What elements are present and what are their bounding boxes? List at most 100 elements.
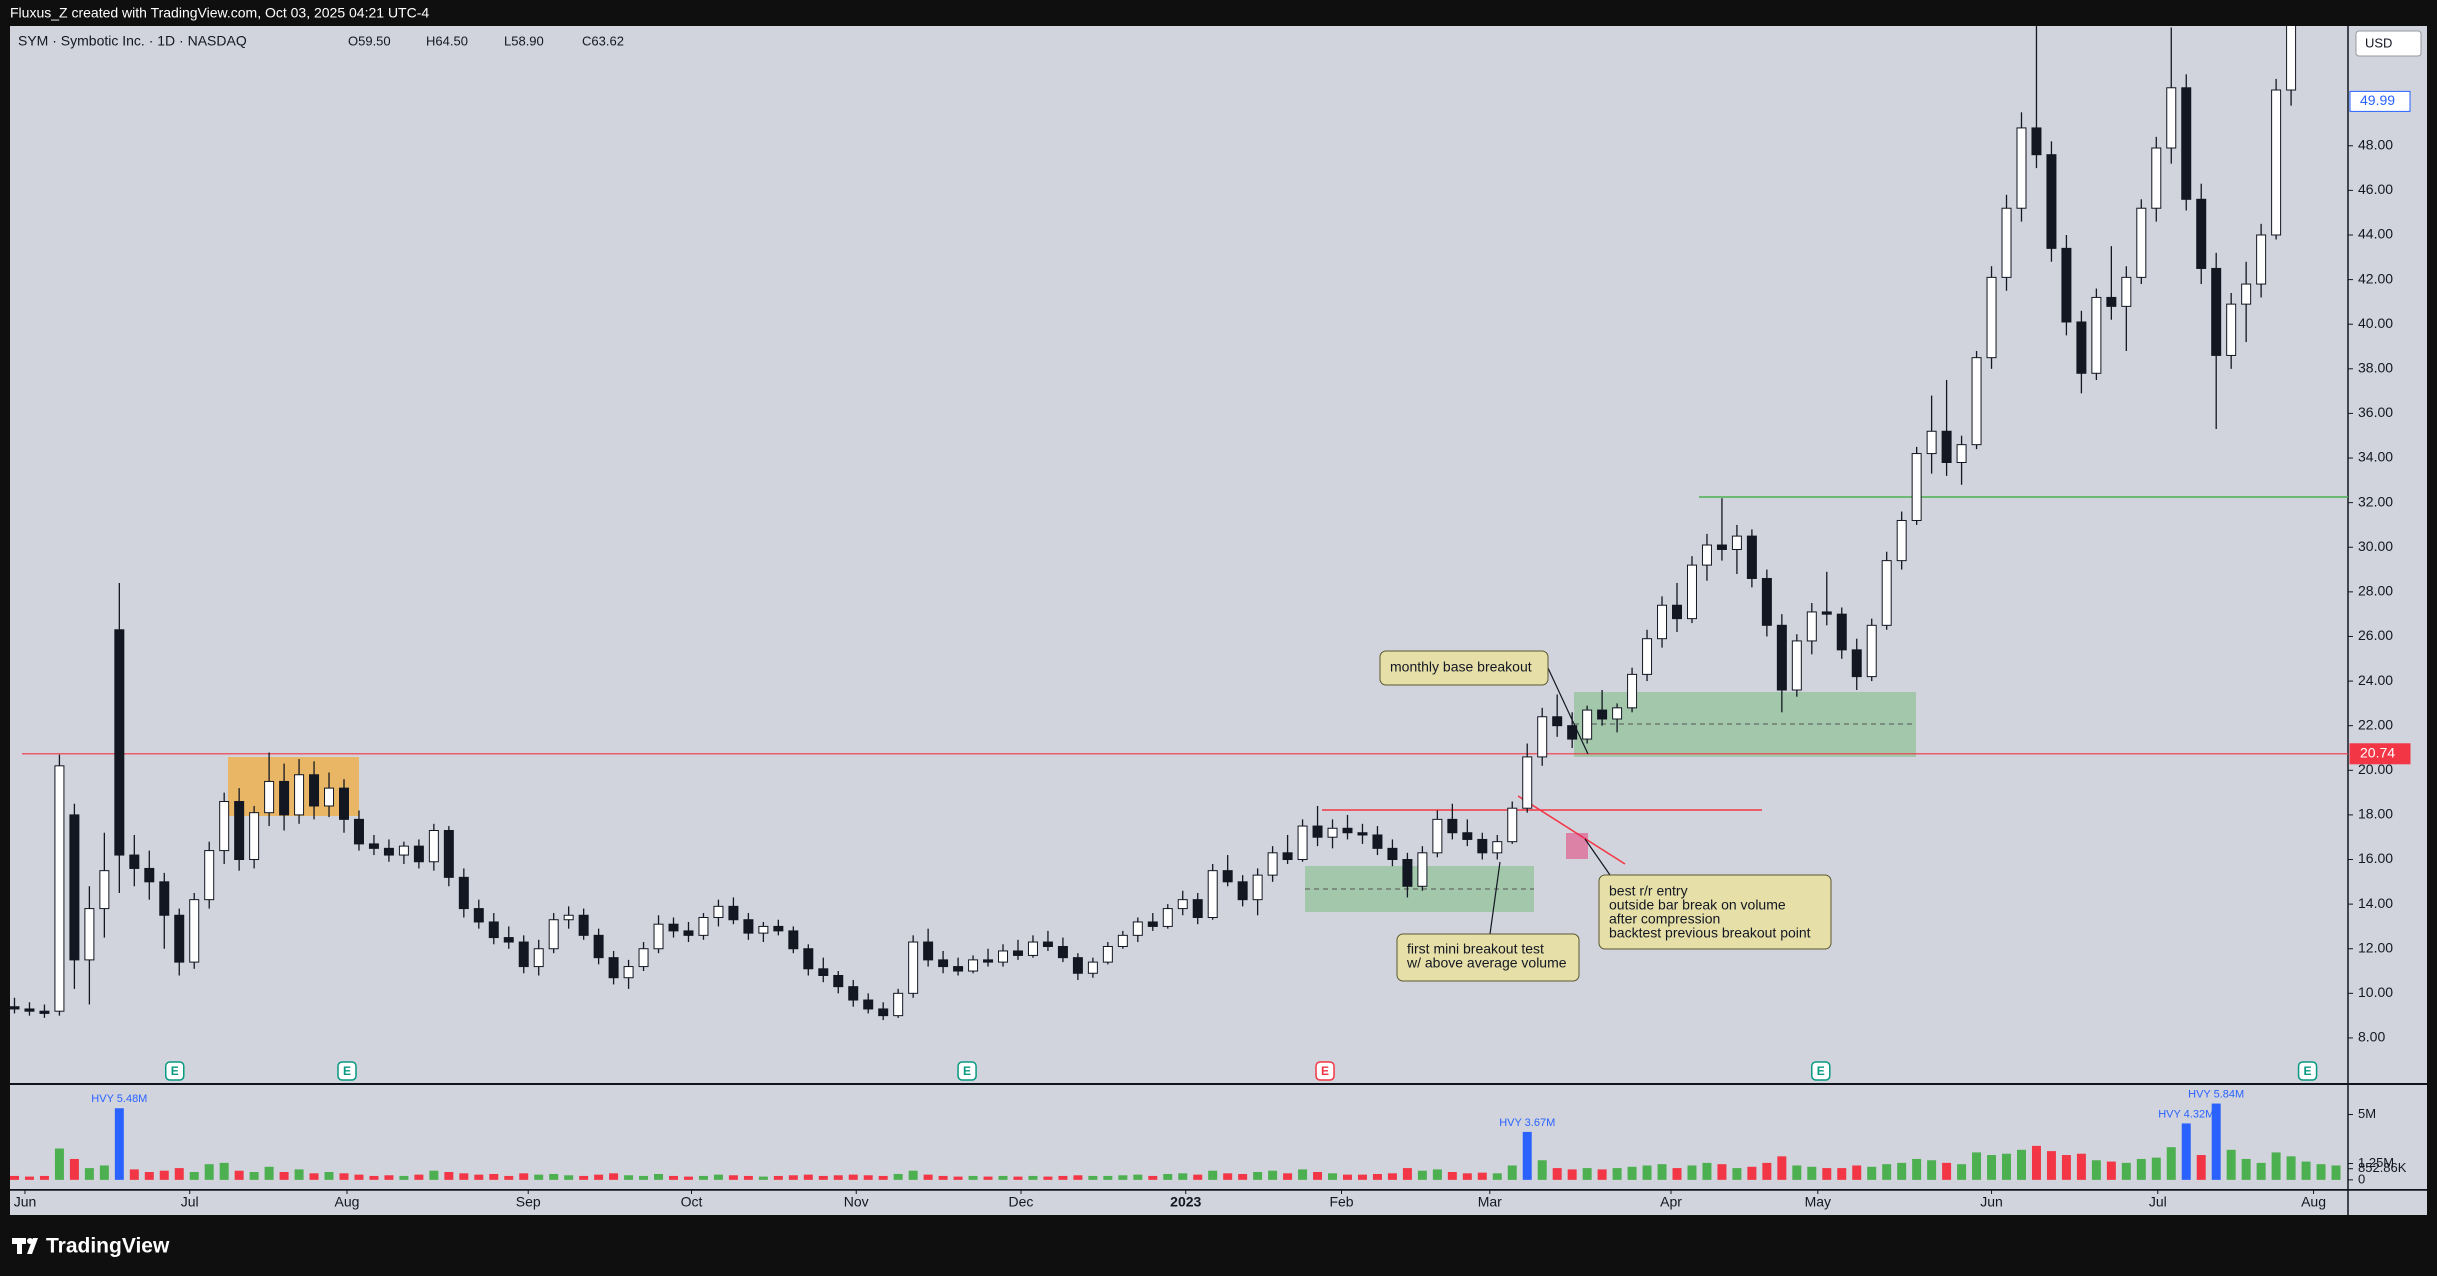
candle-body <box>2076 321 2087 374</box>
volume-bar <box>1687 1165 1697 1180</box>
y-tick-label: 32.00 <box>2358 493 2393 509</box>
candle-body <box>144 867 155 883</box>
candle-body <box>1417 852 1428 887</box>
volume-bar <box>2226 1149 2236 1180</box>
volume-bar <box>2091 1160 2101 1180</box>
annotation: w/ above average volume <box>1406 955 1567 971</box>
volume-bar <box>129 1169 139 1180</box>
candle-body <box>69 814 80 961</box>
y-tick-label: 12.00 <box>2358 939 2393 955</box>
candle-body <box>1387 847 1398 861</box>
candle-body <box>1582 709 1593 740</box>
volume-bar <box>1193 1174 1203 1180</box>
candle-body <box>1372 834 1383 849</box>
x-tick-label: Aug <box>335 1194 360 1210</box>
y-tick-label: 38.00 <box>2358 360 2393 376</box>
candle-body <box>1881 560 1892 626</box>
candle-body <box>2166 87 2177 149</box>
caption: Fluxus_Z created with TradingView.com, O… <box>10 5 429 21</box>
x-tick-label: Oct <box>681 1194 703 1210</box>
volume-bar <box>264 1166 274 1180</box>
callout <box>1396 933 1580 982</box>
candle-body <box>1791 640 1802 691</box>
candle-body <box>413 845 424 863</box>
candle-body <box>2286 26 2297 91</box>
y-tick-label: 20.00 <box>2358 761 2393 777</box>
candle-body <box>309 774 320 807</box>
candle-body <box>1327 827 1338 838</box>
candle-body <box>953 966 964 972</box>
volume-bar <box>399 1175 409 1180</box>
x-tick-label: Mar <box>1478 1194 1502 1210</box>
candle-body <box>2196 198 2207 269</box>
volume-bar <box>294 1169 304 1180</box>
candle-body <box>84 908 95 961</box>
volume-bar <box>2031 1145 2041 1180</box>
volume-bar <box>2016 1149 2026 1180</box>
candle-body <box>533 948 544 968</box>
volume-plot <box>10 1103 2341 1180</box>
candle-body <box>818 968 829 976</box>
candle-body <box>1731 535 1742 550</box>
volume-tick-label: 5M <box>2358 1106 2376 1121</box>
volume-bar <box>1477 1172 1487 1180</box>
x-tick-label: Jul <box>2149 1194 2167 1210</box>
volume-bar <box>249 1172 259 1180</box>
volume-bar <box>1328 1173 1338 1180</box>
volume-bar <box>144 1172 154 1180</box>
volume-bar <box>1238 1173 1248 1180</box>
volume-bar <box>2076 1153 2086 1180</box>
volume-bar <box>1717 1164 1727 1180</box>
candle-body <box>2241 283 2252 305</box>
candle-body <box>1207 870 1218 919</box>
annotation: monthly base breakout <box>1390 659 1532 675</box>
candle-body <box>743 919 754 934</box>
candle-body <box>2001 207 2012 278</box>
earnings-label: E <box>1817 1064 1825 1078</box>
candle-body <box>1657 604 1668 640</box>
candle-body <box>938 959 949 968</box>
volume-bar <box>1343 1174 1352 1180</box>
volume-bar <box>938 1175 948 1180</box>
volume-bar <box>594 1174 604 1180</box>
candle-body <box>1941 430 1952 463</box>
volume-bar <box>1702 1162 1712 1180</box>
volume-bar <box>1732 1168 1742 1180</box>
plot <box>10 26 2348 1021</box>
earnings-marker <box>2297 1061 2318 1081</box>
candle-body <box>2226 303 2237 356</box>
volume-bar <box>1777 1156 1787 1180</box>
candle-body <box>2091 296 2102 374</box>
candle-body <box>1027 941 1038 956</box>
candle-body <box>24 1008 35 1012</box>
candle-body <box>353 818 364 845</box>
y-tick-label: 18.00 <box>2358 806 2393 822</box>
volume-bar <box>219 1162 229 1180</box>
volume-bar <box>863 1175 873 1180</box>
ohlc-readout: L58.90 <box>504 33 544 48</box>
zone <box>1566 833 1588 859</box>
candle-body <box>383 847 394 856</box>
candle-body <box>548 919 559 950</box>
x-tick-label: Dec <box>1009 1194 1034 1210</box>
earnings-label: E <box>171 1064 179 1078</box>
price-label-box <box>2349 90 2411 112</box>
volume-bar <box>324 1172 334 1180</box>
volume-tick-label: 1.25M <box>2358 1155 2394 1170</box>
candle-body <box>833 974 844 988</box>
candle-body <box>653 923 664 950</box>
volume-bar <box>1597 1169 1607 1180</box>
candle-body <box>1102 945 1113 963</box>
candle-body <box>623 966 634 979</box>
volume-bar <box>1028 1175 1038 1180</box>
candle-body <box>398 845 409 856</box>
volume-bar <box>698 1175 708 1180</box>
logo-mark <box>17 1238 22 1254</box>
volume-bar <box>2046 1151 2056 1180</box>
candle-body <box>458 876 469 910</box>
volume-bar <box>2301 1161 2311 1180</box>
callout-pointer <box>1547 667 1589 755</box>
volume-bar <box>414 1174 424 1180</box>
price-label: 20.74 <box>2360 744 2395 760</box>
